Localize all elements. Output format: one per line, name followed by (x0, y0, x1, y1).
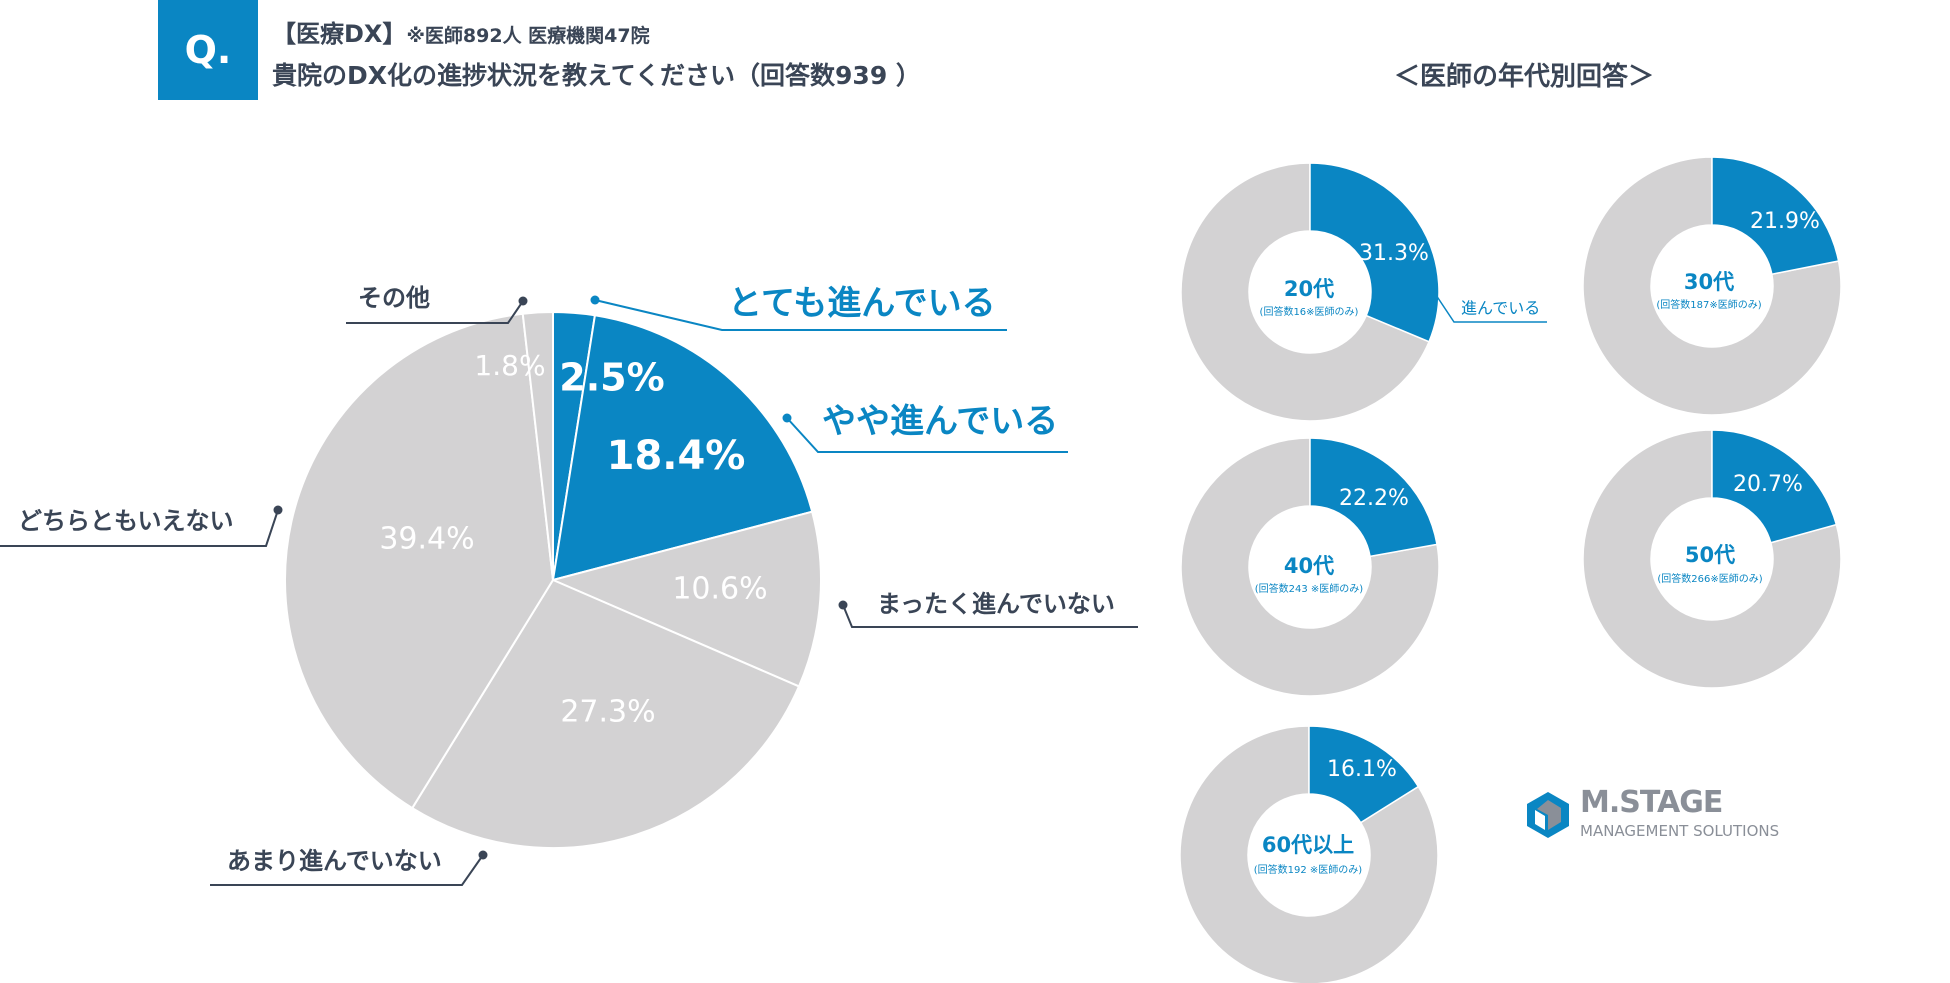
category-label: その他 (358, 284, 430, 312)
donut-count-label: (回答数243 ※医師のみ) (1255, 582, 1364, 595)
donut-data-label: 16.1% (1327, 757, 1397, 782)
question-category: 【医療DX】 (272, 20, 407, 48)
donut-slice-other (1582, 429, 1842, 689)
logo-subtitle: MANAGEMENT SOLUTIONS (1580, 822, 1780, 840)
callout-dot (590, 295, 600, 305)
pie-slice (549, 510, 822, 688)
donut-data-label: 31.3% (1359, 241, 1429, 266)
side-title: ＜医師の年代別回答＞ (1394, 62, 1655, 92)
pie-data-label: 39.4% (379, 522, 474, 557)
question-badge: Q. (158, 0, 258, 100)
callout-line (0, 509, 279, 547)
donut-slice-progress (1711, 429, 1838, 544)
pie-slice (283, 312, 555, 810)
question-respondent-note: ※医師892人 医療機関47院 (406, 25, 650, 47)
donut-data-label: 21.9% (1750, 209, 1820, 234)
question-header-line1: 【医療DX】※医師892人 医療機関47院 (272, 14, 650, 49)
pie-slice (410, 578, 801, 850)
category-label: まったく進んでいない (877, 590, 1115, 618)
logo-mark-icon (1527, 792, 1569, 838)
donut-slice-other (1180, 437, 1440, 697)
donut-count-label: (回答数192 ※医師のみ) (1254, 863, 1363, 876)
donut-legend-label: 進んでいる (1461, 299, 1540, 318)
pie-data-label: 27.3% (560, 695, 655, 730)
callout-dot (478, 850, 488, 860)
callout-line (842, 604, 1138, 628)
callout-line (346, 300, 524, 324)
donut-slice-other (1179, 725, 1439, 983)
question-text: 貴院のDX化の進捗状況を教えてください（回答数939 ） (272, 61, 921, 90)
donut-slice-progress (1308, 725, 1420, 824)
callout-dot (518, 296, 528, 306)
callout-dot (273, 505, 283, 515)
category-label: やや進んでいる (822, 402, 1058, 442)
donut-age-label: 40代 (1284, 554, 1334, 578)
pie-data-label: 10.6% (672, 572, 767, 607)
donut-count-label: (回答数16※医師のみ) (1260, 305, 1359, 318)
donut-count-label: (回答数266※医師のみ) (1657, 572, 1762, 585)
pie-slice (551, 314, 814, 582)
pie-slice (521, 310, 554, 581)
callout-dot (838, 600, 848, 610)
donut-age-label: 20代 (1284, 277, 1334, 301)
donut-legend-line (1433, 291, 1547, 323)
donut-data-label: 20.7% (1733, 472, 1803, 497)
question-label: Q. (184, 28, 232, 72)
pie-data-label: 18.4% (607, 433, 746, 479)
callout-line (786, 417, 1068, 453)
category-label: どちらともいえない (18, 507, 234, 535)
donut-age-label: 60代以上 (1262, 833, 1354, 857)
category-label: あまり進んでいない (227, 847, 442, 875)
pie-data-label: 1.8% (474, 349, 545, 382)
callout-line (594, 299, 1007, 331)
donut-slice-other (1582, 156, 1842, 416)
donut-slice-progress (1711, 156, 1840, 276)
callout-dot (782, 413, 792, 423)
donut-slice-progress (1309, 162, 1440, 343)
donut-age-label: 50代 (1685, 543, 1735, 567)
callout-line (210, 854, 484, 886)
donut-slice-other (1180, 162, 1431, 422)
donut-slice-progress (1309, 437, 1438, 558)
donut-count-label: (回答数187※医師のみ) (1656, 298, 1761, 311)
logo-name: M.STAGE (1580, 785, 1723, 820)
donut-data-label: 22.2% (1339, 486, 1409, 511)
company-logo: M.STAGE MANAGEMENT SOLUTIONS (1525, 785, 1785, 845)
category-label: とても進んでいる (728, 284, 996, 324)
donut-age-label: 30代 (1684, 270, 1734, 294)
pie-data-label: 2.5% (559, 356, 664, 400)
